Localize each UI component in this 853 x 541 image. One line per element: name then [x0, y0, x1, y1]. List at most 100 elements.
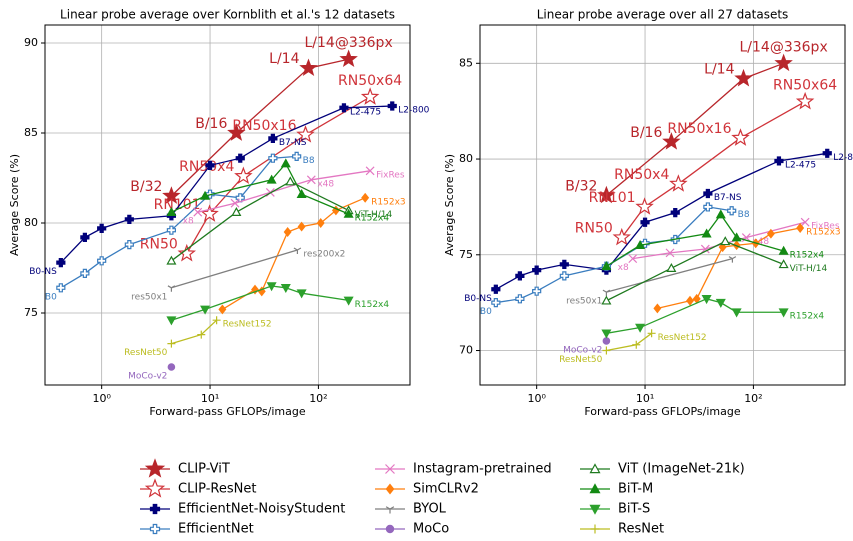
data-point: [532, 286, 542, 296]
data-point: [166, 225, 176, 235]
series-line: [170, 58, 349, 197]
point-label: B0-NS: [464, 294, 492, 304]
point-label: R152x4: [355, 300, 390, 310]
series-line: [606, 213, 784, 267]
data-point: [339, 49, 358, 68]
legend-label: BiT-M: [618, 482, 653, 497]
data-point: [124, 214, 134, 224]
data-point: [734, 68, 753, 87]
data-point: [343, 208, 354, 218]
data-point: [701, 228, 712, 238]
series-line: [606, 298, 784, 334]
data-point: [701, 295, 712, 305]
data-point: [686, 295, 694, 306]
point-label: R152x4: [790, 250, 825, 260]
chart-title: Linear probe average over Kornblith et a…: [60, 8, 395, 22]
data-point: [774, 53, 793, 72]
legend-entry: BYOL: [375, 502, 447, 517]
y-tick-label: 85: [459, 56, 473, 69]
point-label: B8: [303, 156, 315, 166]
data-point: [162, 186, 181, 204]
data-point: [296, 188, 307, 198]
data-point: [80, 268, 90, 278]
legend-marker: [144, 458, 166, 478]
data-point: [703, 188, 713, 199]
data-point: [635, 197, 654, 215]
data-point: [227, 123, 246, 141]
data-point: [200, 305, 211, 315]
x-tick-label: 10⁰: [92, 392, 111, 405]
series-line: [606, 257, 733, 293]
data-point: [669, 174, 688, 192]
data-point: [778, 259, 789, 269]
point-label: L/14@336px: [740, 39, 828, 55]
legend-label: CLIP-ViT: [178, 462, 230, 477]
legend-marker: [589, 483, 601, 494]
plot-frame: [44, 24, 411, 386]
point-label: x8: [183, 217, 194, 227]
y-axis-label: Average Score (%): [8, 154, 21, 256]
point-label: RN50: [140, 237, 178, 253]
series-line: [606, 240, 784, 302]
point-label: B7-NS: [279, 138, 307, 148]
y-tick-label: 75: [459, 248, 473, 261]
legend-marker: [385, 524, 395, 534]
point-label: ResNet152: [658, 333, 707, 343]
legend-entry: CLIP-ViT: [140, 458, 230, 478]
data-point: [280, 158, 291, 168]
y-tick-label: 80: [459, 152, 473, 165]
data-point: [700, 244, 710, 254]
legend-marker: [144, 478, 166, 498]
data-point: [166, 255, 177, 265]
point-label: ViT-H/14: [355, 210, 393, 220]
data-point: [167, 363, 176, 371]
data-point: [316, 218, 325, 228]
chart-title: Linear probe average over all 27 dataset…: [537, 8, 789, 22]
data-point: [597, 185, 616, 204]
legend-entry: SimCLRv2: [375, 482, 479, 497]
data-point: [665, 248, 675, 258]
legend-entry: ViT (ImageNet-21k): [580, 462, 745, 477]
data-point: [268, 153, 278, 163]
point-label: L/14@336px: [305, 35, 393, 51]
series-line: [171, 180, 349, 262]
data-point: [774, 156, 784, 166]
data-point: [715, 298, 726, 308]
data-point: [212, 316, 221, 325]
point-label: RN50x16: [232, 118, 296, 134]
series-line: [605, 62, 784, 196]
legend-marker: [149, 503, 161, 515]
y-tick-label: 70: [459, 344, 473, 357]
data-point: [796, 223, 805, 233]
data-point: [293, 247, 302, 254]
data-point: [731, 128, 750, 146]
point-label: R152x3: [806, 227, 840, 237]
plot-frame: [479, 24, 846, 386]
point-label: RN101: [589, 190, 636, 206]
data-point: [97, 256, 107, 266]
data-point: [635, 239, 646, 250]
series-line: [171, 162, 349, 215]
legend-marker: [385, 464, 395, 474]
data-point: [800, 217, 810, 227]
data-point: [166, 206, 177, 216]
data-point: [766, 228, 775, 239]
legend-marker: [589, 463, 601, 474]
point-label: RN50: [575, 221, 613, 237]
data-point: [361, 192, 370, 203]
legend-label: SimCLRv2: [413, 482, 479, 497]
point-label: FixRes: [376, 170, 405, 180]
legend-entry: MoCo: [375, 522, 449, 537]
x-tick-label: 10²: [744, 392, 762, 405]
point-label: R152x4: [355, 214, 390, 224]
data-point: [56, 283, 66, 293]
data-point: [193, 207, 203, 217]
point-label: B0: [480, 307, 492, 317]
x-tick-label: 10¹: [636, 392, 654, 405]
data-point: [602, 346, 611, 355]
point-label: B/16: [195, 116, 227, 132]
data-point: [601, 295, 612, 305]
point-label: B/32: [565, 178, 597, 194]
point-label: B0: [45, 292, 57, 302]
